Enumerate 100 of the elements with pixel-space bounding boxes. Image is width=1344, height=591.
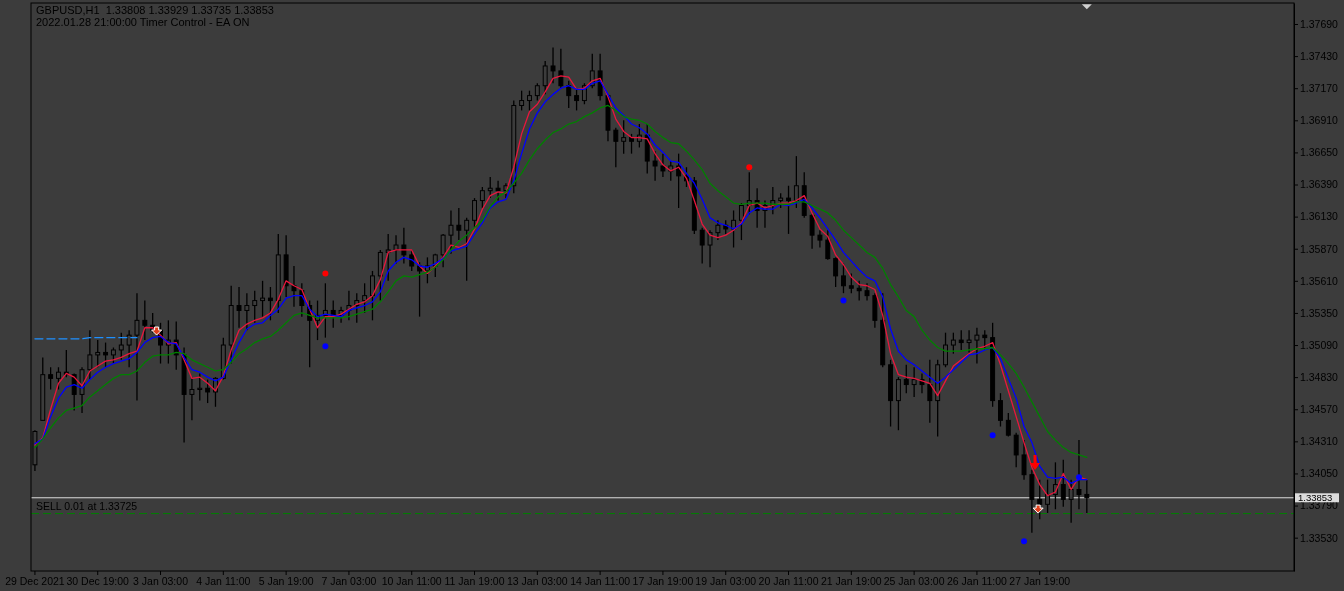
text: 2022.01.28 21:00:00 Timer Control - EA ON [36, 16, 250, 28]
candlestick [943, 332, 948, 368]
candlestick [1013, 432, 1019, 468]
candlestick [715, 219, 721, 241]
candlestick [134, 292, 140, 402]
y-tick-label: 1.35350 [1300, 306, 1339, 319]
candlestick [252, 290, 258, 324]
candlestick [519, 90, 525, 112]
candlestick [1068, 478, 1074, 524]
candlestick [699, 227, 705, 265]
candlestick [833, 256, 839, 288]
candlestick [464, 217, 470, 282]
y-tick-label: 1.34310 [1300, 435, 1339, 448]
point [840, 297, 847, 304]
candlestick [487, 176, 493, 199]
candlestick [613, 127, 619, 168]
candlestick [738, 202, 744, 241]
y-tick-label: 1.37170 [1300, 82, 1339, 95]
candlestick [126, 329, 132, 368]
candlestick [377, 249, 383, 302]
candlestick [966, 329, 972, 354]
candlestick [87, 329, 93, 381]
candlestick [793, 155, 799, 209]
point [1075, 474, 1082, 481]
point [746, 164, 753, 171]
point [1021, 538, 1028, 545]
candlestick [527, 90, 532, 112]
candlestick [1045, 478, 1051, 514]
candlestick [895, 376, 901, 431]
candlestick [809, 213, 815, 250]
point [989, 432, 996, 439]
candlestick [856, 280, 862, 302]
point [322, 270, 329, 277]
candlestick [636, 123, 642, 149]
y-tick-label: 1.37430 [1300, 49, 1339, 62]
candlestick [362, 282, 368, 314]
candlestick [982, 329, 988, 351]
candlestick [142, 299, 148, 341]
y-tick-label: 1.36390 [1300, 178, 1339, 191]
candlestick [393, 234, 399, 265]
candlestick [707, 229, 713, 268]
candlestick [118, 332, 124, 361]
candlestick [542, 60, 548, 96]
candlestick [291, 265, 297, 308]
y-tick-label: 1.34570 [1300, 403, 1339, 416]
candlestick [817, 229, 823, 249]
candlestick [189, 376, 195, 422]
y-tick-label: 1.33530 [1300, 531, 1339, 544]
y-tick-label: 1.34050 [1300, 467, 1339, 480]
candlestick [848, 272, 854, 294]
candlestick [479, 186, 485, 209]
y-tick-label: 1.35090 [1300, 338, 1339, 351]
candlestick [1084, 478, 1090, 514]
y-tick-label: 1.36130 [1300, 210, 1339, 223]
candlestick [244, 292, 250, 331]
candlestick [1060, 459, 1066, 508]
y-tick-label: 1.34830 [1300, 371, 1339, 383]
candlestick [385, 233, 391, 282]
x-tick-label: 20 Jan 11:00 [758, 575, 819, 588]
candlestick [786, 185, 791, 235]
candlestick [48, 366, 54, 391]
candlestick [974, 327, 980, 365]
candlestick [950, 332, 956, 355]
candlestick [927, 359, 933, 424]
candlestick [409, 249, 415, 272]
candlestick [495, 180, 501, 202]
candlestick [472, 197, 477, 229]
candlestick [998, 392, 1003, 428]
candlestick [260, 280, 266, 318]
candlestick [864, 282, 870, 302]
x-tick-label: 3 Jan 03:00 [133, 575, 189, 588]
y-tick-label: 1.36910 [1300, 114, 1339, 127]
candlestick [197, 372, 203, 402]
candlestick [440, 233, 446, 268]
candlestick [56, 366, 61, 391]
y-tick-label: 1.35610 [1300, 274, 1339, 287]
candlestick [574, 87, 580, 112]
candlestick [652, 150, 658, 182]
candlestick [401, 227, 407, 265]
candlestick [95, 339, 101, 368]
candlestick [621, 119, 627, 155]
candlestick [825, 229, 831, 261]
candlestick [558, 48, 564, 89]
candlestick [370, 270, 375, 321]
candlestick [456, 207, 462, 241]
candlestick [1021, 439, 1027, 481]
candlestick [903, 364, 909, 394]
y-tick-label: 1.37690 [1300, 17, 1339, 30]
candlestick [676, 152, 682, 209]
x-tick-label: 13 Jan 03:00 [506, 575, 568, 588]
candlestick [1037, 478, 1043, 520]
candlestick [417, 261, 423, 318]
point [322, 343, 329, 350]
candlestick [236, 286, 242, 329]
candlestick [566, 80, 572, 109]
candlestick [103, 341, 109, 368]
candlestick [205, 378, 211, 404]
chart-title: GBPUSD,H1 1.33808 1.33929 1.33735 1.33853 [36, 4, 274, 16]
candlestick [629, 133, 634, 155]
candlestick [267, 286, 273, 321]
